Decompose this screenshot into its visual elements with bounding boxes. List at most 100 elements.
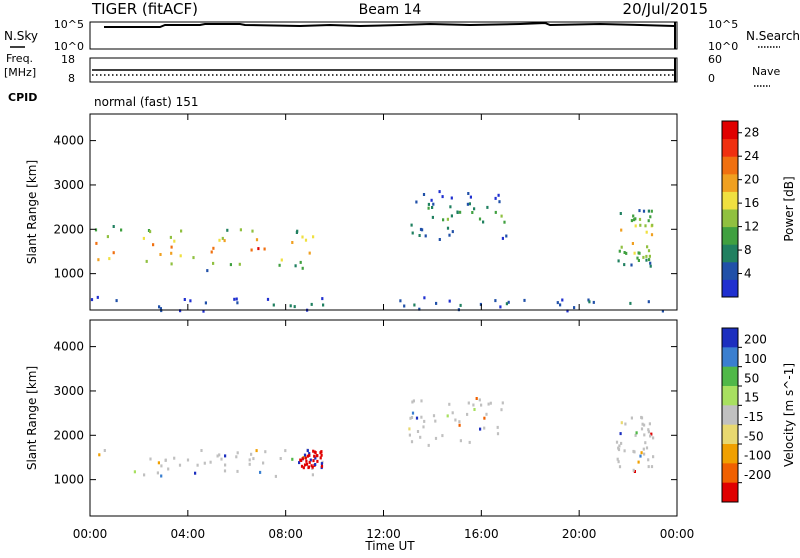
echo-cell — [618, 444, 621, 448]
power-colorbar-swatch — [722, 226, 738, 245]
echo-cell — [235, 455, 238, 459]
echo-cell — [634, 433, 637, 437]
echo-cell — [412, 399, 415, 403]
freq-label-line1: Freq. — [6, 52, 33, 65]
power-colorbar-swatch — [722, 279, 738, 298]
echo-cell — [179, 309, 182, 313]
echo-cell — [642, 447, 645, 451]
echo-cell — [149, 457, 152, 461]
echo-cell — [420, 399, 423, 403]
echo-cell — [507, 300, 510, 304]
echo-cell — [448, 233, 451, 237]
echo-cell — [302, 466, 305, 470]
echo-cell — [304, 238, 308, 242]
velocity-colorbar-label: Velocity [m s^-1] — [782, 363, 796, 467]
echo-cell — [620, 228, 623, 232]
echo-cell — [173, 456, 176, 460]
noise-axis-right-bottom: 10^0 — [708, 40, 738, 53]
echo-cell — [411, 411, 415, 415]
power-colorbar-swatch — [722, 209, 738, 228]
nave-tick-top: 60 — [708, 53, 722, 66]
echo-cell — [169, 235, 172, 239]
echo-cell — [648, 254, 651, 258]
freq-tick-top: 18 — [61, 53, 75, 66]
noise-axis-bottom: 10^0 — [54, 40, 84, 53]
echo-cell — [274, 474, 277, 478]
echo-cell — [500, 408, 503, 412]
echo-cell — [487, 402, 490, 406]
echo-cell — [442, 218, 445, 222]
echo-cell — [420, 415, 423, 419]
echo-cell — [303, 463, 307, 467]
power-colorbar-ticks: 4 8 12 16 20 24 28 — [738, 126, 759, 281]
echo-cell — [556, 301, 559, 305]
echo-cell — [650, 209, 653, 213]
velocity-x-axis: 00:00 04:00 08:00 12:00 16:00 20:00 00:00 — [73, 320, 694, 541]
power-panel-frame — [89, 113, 678, 311]
echo-cell — [438, 190, 441, 194]
x-tick-label: 20:00 — [562, 527, 597, 541]
echo-cell — [649, 261, 652, 265]
power-colorbar-swatch — [722, 138, 738, 157]
echo-cell — [647, 300, 650, 304]
echo-cell — [315, 454, 318, 458]
echo-cell — [194, 471, 197, 475]
echo-cell — [483, 416, 486, 420]
echo-cell — [112, 225, 115, 228]
echo-cell — [523, 298, 526, 302]
echo-cell — [263, 247, 266, 251]
echo-cell — [505, 302, 508, 306]
freq-label-line2: [MHz] — [4, 66, 36, 79]
echo-cell — [410, 440, 414, 444]
echo-cell — [300, 464, 304, 468]
echo-cell — [441, 434, 444, 438]
x-tick-label: 16:00 — [464, 527, 499, 541]
echo-cell — [313, 454, 316, 458]
echo-cell — [489, 401, 492, 405]
velocity-colorbar-tick-label: 100 — [744, 352, 767, 366]
echo-cell — [239, 228, 242, 232]
echo-cell — [250, 452, 253, 456]
echo-cell — [620, 421, 623, 425]
station-title: TIGER (fitACF) — [91, 0, 198, 18]
echo-cell — [566, 309, 569, 313]
echo-cell — [467, 192, 470, 195]
power-colorbar-swatch — [722, 191, 738, 210]
date-label: 20/Jul/2015 — [623, 0, 708, 18]
velocity-colorbar-tick-label: -200 — [744, 468, 771, 482]
echo-cell — [617, 259, 620, 263]
echo-cell — [306, 449, 309, 453]
echo-cell — [312, 459, 315, 463]
echo-cell — [617, 448, 621, 452]
echo-cell — [312, 449, 315, 453]
echo-cell — [403, 304, 406, 308]
echo-cell — [419, 435, 422, 439]
echo-cell — [294, 264, 297, 268]
noise-strip: N.Sky N.Search 10^5 10^0 10^5 10^0 — [4, 18, 800, 53]
echo-cell — [212, 246, 215, 250]
echo-cell — [160, 309, 163, 313]
cpid-label: CPID — [8, 91, 37, 104]
echo-cell — [183, 298, 186, 301]
echo-cell — [313, 450, 316, 454]
echo-cell — [264, 450, 267, 454]
echo-cell — [644, 441, 647, 445]
echo-cell — [639, 454, 642, 458]
echo-cell — [466, 412, 469, 416]
freq-tick-bottom: 8 — [68, 72, 75, 85]
noise-axis-right-top: 10^5 — [708, 18, 738, 31]
echo-cell — [223, 469, 227, 473]
echo-cell — [266, 297, 270, 301]
echo-cell — [399, 299, 402, 303]
echo-cell — [229, 263, 232, 267]
echo-cell — [251, 229, 254, 233]
echo-cell — [431, 206, 434, 209]
echo-cell — [322, 303, 325, 307]
power-colorbar-tick-label: 28 — [744, 126, 759, 140]
echo-cell — [411, 400, 414, 404]
echo-cell — [308, 460, 311, 464]
echo-cell — [640, 451, 643, 455]
noise-strip-frame — [89, 21, 678, 50]
echo-cell — [112, 251, 115, 255]
echo-cell — [157, 461, 160, 465]
